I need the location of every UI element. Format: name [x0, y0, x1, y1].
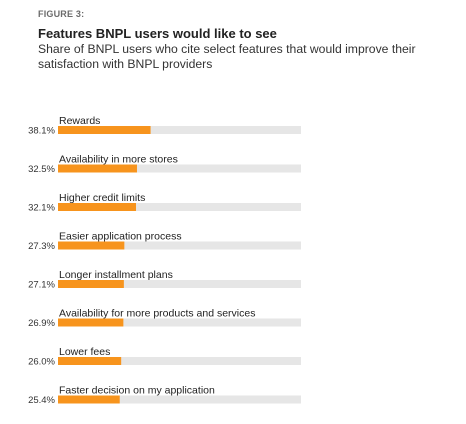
category-label: Availability for more products and servi… [59, 308, 255, 320]
bar-track [58, 357, 301, 365]
category-label: Faster decision on my application [59, 385, 215, 397]
value-label: 25.4% [28, 395, 55, 406]
value-label: 32.1% [28, 203, 55, 214]
bar-track [58, 164, 301, 173]
value-label: 26.0% [28, 357, 55, 368]
category-label: Higher credit limits [59, 192, 145, 204]
chart-subtitle: Share of BNPL users who cite select feat… [38, 42, 416, 71]
figure-number: FIGURE 3: [38, 9, 85, 19]
bar [58, 164, 137, 173]
category-label: Easier application process [59, 231, 182, 243]
category-label: Rewards [59, 115, 100, 127]
category-label: Availability in more stores [59, 154, 178, 166]
value-label: 27.1% [28, 280, 55, 291]
chart-title: Features BNPL users would like to see [38, 26, 277, 41]
bar-track [58, 203, 301, 211]
bar-track [58, 395, 301, 404]
bar [58, 280, 124, 288]
value-label: 27.3% [28, 241, 55, 252]
bar [58, 318, 124, 327]
category-label: Longer installment plans [59, 269, 173, 281]
bar-track [58, 126, 301, 134]
value-label: 38.1% [28, 126, 55, 137]
bar [58, 126, 151, 134]
bar [58, 357, 122, 365]
bar [58, 203, 137, 211]
category-label: Lower fees [59, 346, 110, 358]
value-label: 32.5% [28, 164, 55, 175]
bar [58, 395, 120, 404]
bar-track [58, 318, 301, 327]
value-label: 26.9% [28, 318, 55, 329]
bar-track [58, 241, 301, 250]
bar-track [58, 280, 301, 288]
bar [58, 241, 125, 250]
